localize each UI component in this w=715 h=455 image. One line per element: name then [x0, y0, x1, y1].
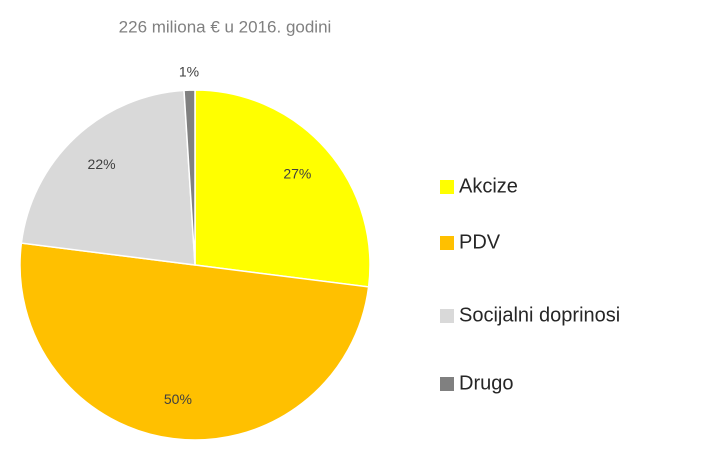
legend-swatch — [440, 377, 454, 391]
chart-title: 226 miliona € u 2016. godini — [119, 17, 332, 36]
data-label: 22% — [88, 156, 116, 172]
legend-swatch — [440, 236, 454, 250]
pie-slice — [194, 89, 371, 288]
legend-swatch — [440, 309, 454, 323]
pie-slice — [183, 89, 196, 266]
data-label: 1% — [179, 63, 199, 79]
data-label: 27% — [283, 165, 311, 181]
legend-swatch — [440, 180, 454, 194]
legend-label: Akcize — [459, 175, 518, 197]
legend-label: Socijalni doprinosi — [459, 304, 620, 326]
legend-label: PDV — [459, 231, 501, 253]
pie-slice — [20, 89, 196, 266]
legend-label: Drugo — [459, 372, 513, 394]
pie-slice — [19, 242, 370, 441]
data-label: 50% — [164, 391, 192, 407]
